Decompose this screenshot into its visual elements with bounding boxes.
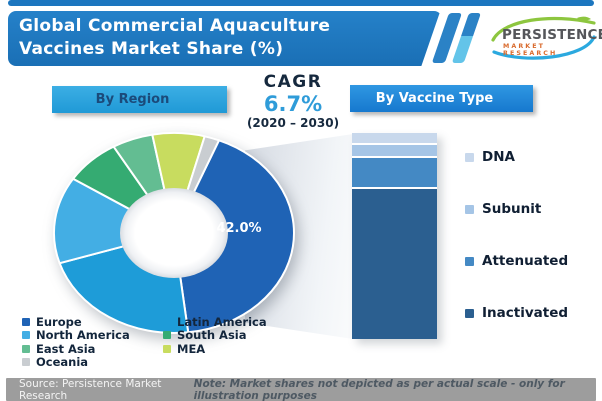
footer-bar: Source: Persistence Market Research Note…	[6, 378, 596, 401]
vaccine-type-legend: DNA Subunit Attenuated Inactivated	[465, 146, 568, 354]
bar-segment-inactivated	[352, 186, 437, 339]
pie-slice-north-america	[52, 177, 175, 265]
legend-marker-north-america	[22, 331, 30, 340]
legend-marker-mea	[163, 344, 171, 353]
page-title-line1: Global Commercial Aquaculture	[19, 16, 331, 36]
legend-item-south-asia: South Asia	[163, 328, 267, 343]
legend-item-europe: Europe	[22, 315, 130, 329]
source-text: Source: Persistence Market Research	[19, 377, 162, 401]
cagr-period: (2020 – 2030)	[246, 116, 340, 130]
legend-item-attenuated: Attenuated	[465, 250, 568, 272]
bar-segment-dna	[352, 133, 437, 144]
legend-item-latin-america: Latin America	[163, 315, 267, 329]
region-legend-column-1: Latin America South Asia MEA	[163, 315, 267, 356]
legend-label: Subunit	[482, 201, 542, 217]
donut-hole	[120, 188, 228, 278]
by-vaccine-type-banner-label: By Vaccine Type	[350, 85, 533, 112]
brand-name: PERSISTENCE	[502, 27, 602, 43]
bar-segment-attenuated	[352, 155, 437, 187]
page-title: Global Commercial Aquaculture Vaccines M…	[19, 15, 419, 61]
legend-label: Inactivated	[482, 305, 569, 321]
top-accent-strip	[8, 0, 594, 6]
legend-label: South Asia	[177, 328, 247, 343]
legend-label: North America	[36, 328, 130, 343]
pie-slice-europe	[173, 139, 295, 334]
cagr-block: CAGR 6.7% (2020 – 2030)	[241, 72, 345, 130]
legend-marker-europe	[22, 317, 30, 326]
legend-marker-oceania	[22, 358, 30, 367]
legend-item-east-asia: East Asia	[22, 342, 130, 356]
vaccine-type-stacked-bar	[352, 133, 437, 339]
legend-label: East Asia	[36, 341, 96, 356]
legend-item-mea: MEA	[163, 342, 267, 356]
by-vaccine-type-banner: By Vaccine Type	[350, 85, 533, 112]
brand-tagline: MARKET RESEARCH	[503, 43, 558, 57]
region-legend-column-0: Europe North America East Asia Oceania	[22, 315, 130, 369]
region-donut-chart	[52, 132, 295, 334]
page-title-line2: Vaccines Market Share (%)	[19, 39, 284, 59]
cagr-label: CAGR	[263, 72, 323, 92]
region-legend: Europe North America East Asia Oceania Latin…	[22, 315, 322, 375]
legend-label: Attenuated	[482, 253, 569, 269]
by-region-banner: By Region	[52, 86, 227, 113]
legend-label: Latin America	[177, 314, 267, 329]
legend-marker-subunit	[465, 204, 474, 214]
legend-marker-latin-america	[163, 317, 171, 326]
brand-logo: PERSISTENCE MARKET RESEARCH	[489, 12, 602, 66]
legend-item-subunit: Subunit	[465, 198, 568, 220]
legend-item-oceania: Oceania	[22, 355, 130, 370]
bar-segment-subunit	[352, 143, 437, 156]
legend-item-dna: DNA	[465, 146, 568, 168]
legend-marker-east-asia	[22, 344, 30, 353]
legend-item-north-america: North America	[22, 328, 130, 343]
legend-item-inactivated: Inactivated	[465, 302, 568, 324]
cagr-value: 6.7%	[263, 92, 323, 116]
legend-marker-attenuated	[465, 256, 474, 266]
by-region-banner-label: By Region	[52, 86, 227, 113]
logo-swoosh-icon	[491, 16, 596, 60]
note-text: Note: Market shares not depicted as per …	[193, 377, 565, 401]
legend-marker-south-asia	[163, 331, 171, 340]
legend-label: DNA	[482, 149, 515, 165]
legend-label: MEA	[177, 341, 206, 356]
legend-marker-inactivated	[465, 308, 474, 318]
europe-share-label: 42.0%	[216, 221, 262, 236]
legend-label: Europe	[36, 314, 82, 329]
legend-marker-dna	[465, 152, 474, 162]
header-banner	[8, 11, 442, 66]
legend-label: Oceania	[36, 355, 89, 370]
